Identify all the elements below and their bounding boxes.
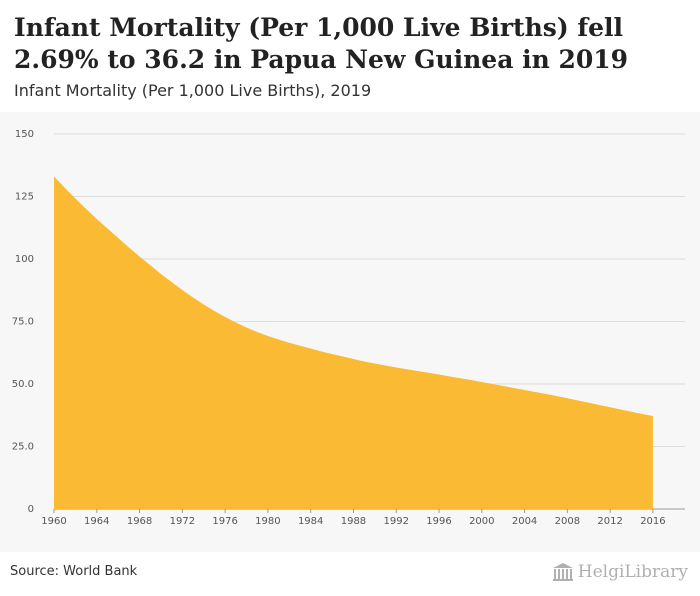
x-tick-label: 2012 [597, 516, 622, 527]
library-icon [552, 563, 573, 581]
y-tick-label: 0 [28, 504, 34, 515]
source-note: Source: World Bank [10, 564, 138, 579]
x-tick-label: 1984 [298, 516, 323, 527]
x-tick-label: 1976 [212, 516, 237, 527]
x-tick-label: 1988 [341, 516, 366, 527]
y-tick-label: 150 [15, 129, 34, 140]
x-axis: 1960 1964 1968 1972 1976 1980 1984 1988 1992 1996… [41, 508, 685, 527]
chart-title: Infant Mortality (Per 1,000 Live Births)… [14, 13, 629, 74]
x-tick-label: 2016 [640, 516, 665, 527]
y-axis: 0 25.0 50.0 75.0 100 125 150 [12, 129, 34, 515]
x-tick-label: 2000 [469, 516, 494, 527]
y-tick-label: 100 [15, 254, 34, 265]
x-tick-label: 2004 [512, 516, 537, 527]
x-tick-label: 1960 [41, 516, 66, 527]
x-tick-label: 1996 [426, 516, 451, 527]
x-tick-label: 1964 [84, 516, 109, 527]
y-tick-label: 125 [15, 192, 34, 203]
x-tick-label: 1980 [255, 516, 280, 527]
x-tick-label: 1972 [170, 516, 195, 527]
x-tick-label: 2008 [555, 516, 580, 527]
y-tick-label: 50.0 [12, 379, 34, 390]
x-tick-label: 1992 [384, 516, 409, 527]
mortality-area [54, 176, 653, 509]
logo-text: HelgiLibrary [577, 562, 688, 582]
y-tick-label: 75.0 [12, 317, 34, 328]
chart-subtitle: Infant Mortality (Per 1,000 Live Births)… [14, 81, 372, 100]
helgi-library-logo: HelgiLibrary [552, 562, 688, 582]
x-tick-label: 1968 [127, 516, 152, 527]
y-tick-label: 25.0 [12, 442, 34, 453]
